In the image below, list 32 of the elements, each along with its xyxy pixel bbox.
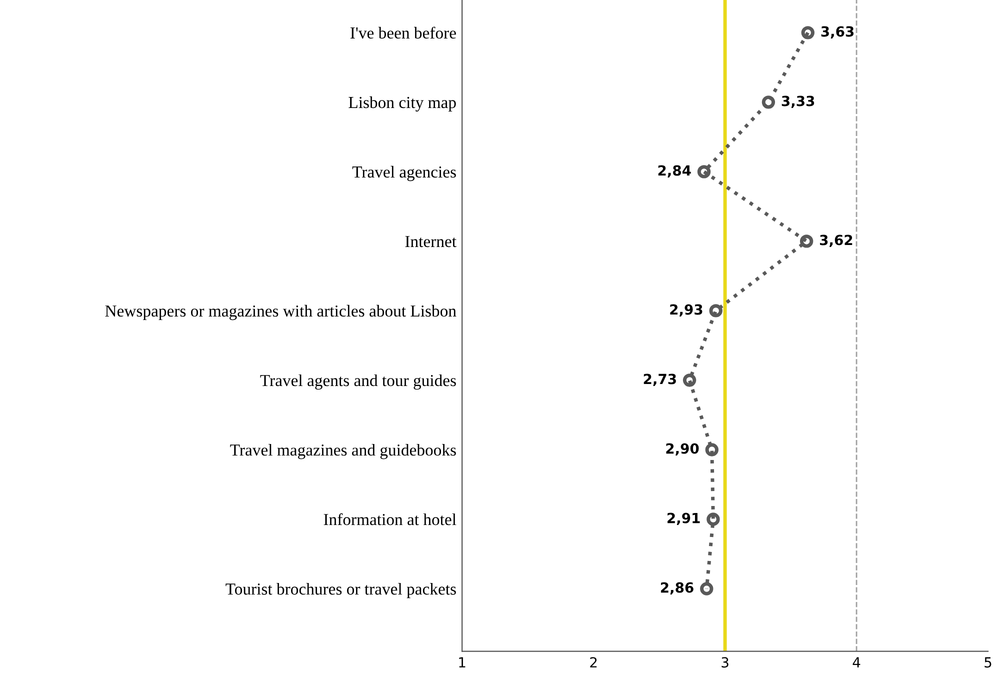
data-label: 3,33 — [782, 96, 814, 108]
x-tick-label: 3 — [722, 657, 728, 668]
point — [706, 512, 720, 526]
data-label: 2,86 — [660, 582, 694, 595]
y-tick-label: Newspapers or magazines with articles about Lisbon — [105, 304, 456, 320]
y-tick-label: Travel agencies — [352, 166, 456, 182]
x-tick-label: 1 — [459, 657, 466, 668]
data-label: 2,90 — [666, 443, 699, 456]
point — [682, 374, 696, 387]
x-tick-label: 4 — [852, 657, 860, 668]
data-label: 3,62 — [820, 234, 852, 248]
y-tick-label: Travel magazines and guidebooks — [230, 444, 456, 460]
data-label: 2,91 — [668, 512, 700, 526]
point — [800, 234, 814, 248]
data-label: 2,84 — [658, 165, 691, 178]
point — [700, 582, 714, 596]
y-tick-label: Internet — [405, 236, 456, 248]
y-tick-label: Tourist brochures or travel packets — [226, 582, 456, 598]
point — [709, 304, 722, 318]
point — [762, 96, 776, 109]
point — [705, 443, 718, 456]
y-tick-label: Travel agents and tour guides — [260, 374, 456, 390]
x-tick-label: 5 — [984, 657, 992, 668]
data-label: 3,63 — [821, 26, 854, 38]
point — [801, 26, 814, 40]
point — [697, 165, 711, 178]
y-tick-label: I've been before — [350, 26, 456, 39]
y-tick-label: Lisbon city map — [348, 96, 456, 112]
x-tick-label: 2 — [590, 657, 597, 668]
y-tick-label: Information at hotel — [324, 513, 456, 526]
data-label: 2,93 — [670, 304, 702, 317]
data-label: 2,73 — [644, 374, 676, 386]
